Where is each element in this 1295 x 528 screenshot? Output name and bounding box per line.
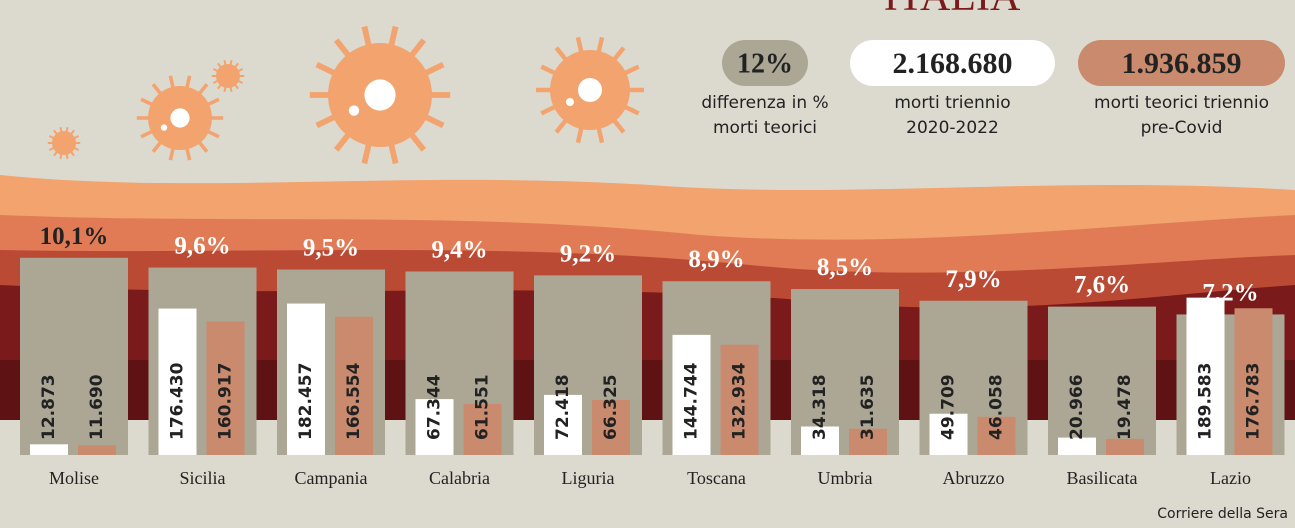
- category-label: Sicilia: [180, 468, 226, 488]
- category-label: Abruzzo: [943, 468, 1005, 488]
- category-label: Calabria: [429, 468, 490, 488]
- value-label: 176.783: [1244, 363, 1264, 440]
- value-label: 19.478: [1115, 374, 1135, 440]
- value-label: 189.583: [1196, 363, 1216, 440]
- value-label: 20.966: [1067, 374, 1087, 440]
- summary-text: differenza in %: [701, 93, 828, 113]
- virus-icon: [212, 60, 244, 92]
- value-label: 67.344: [425, 374, 445, 440]
- virus-body: [52, 131, 76, 155]
- category-label: Toscana: [687, 468, 746, 488]
- category-label: Liguria: [562, 468, 615, 488]
- value-label: 132.934: [730, 362, 750, 440]
- category-label: Umbria: [818, 468, 873, 488]
- percent-label: 7,6%: [1074, 272, 1130, 299]
- virus-dot: [364, 79, 395, 110]
- bar: [30, 444, 68, 455]
- value-label: 46.058: [987, 374, 1007, 440]
- legend-label: morti teorici triennio: [1094, 93, 1269, 113]
- category-label: Lazio: [1210, 468, 1251, 488]
- page: {"chart_data":{"type":"bar","title":"ITA…: [0, 0, 1295, 528]
- virus-dot: [578, 78, 602, 102]
- legend-label: 2020-2022: [906, 118, 999, 138]
- percent-label: 8,5%: [817, 254, 873, 281]
- value-label: 166.554: [344, 362, 364, 440]
- value-label: 66.325: [601, 374, 621, 440]
- percent-label: 9,5%: [303, 235, 359, 262]
- value-label: 61.551: [473, 374, 493, 440]
- percent-label: 9,4%: [431, 236, 487, 263]
- series-total: 1.936.859: [1122, 47, 1242, 80]
- title: ITALIA: [884, 0, 1021, 20]
- percent-label: 10,1%: [40, 223, 109, 250]
- value-label: 144.744: [682, 362, 702, 440]
- virus-dot: [170, 108, 189, 127]
- virus-body: [216, 64, 240, 88]
- category-label: Molise: [49, 468, 99, 488]
- value-label: 176.430: [168, 362, 188, 440]
- bar: [1106, 439, 1144, 455]
- region-panel: [20, 258, 128, 455]
- category-label: Campania: [295, 468, 368, 488]
- category-label: Basilicata: [1067, 468, 1138, 488]
- virus-icon: [536, 37, 644, 142]
- percent-label: 8,9%: [688, 246, 744, 273]
- region-panel: [1048, 307, 1156, 455]
- legend-label: morti triennio: [894, 93, 1010, 113]
- value-label: 160.917: [216, 363, 236, 440]
- percent-label: 9,2%: [560, 240, 616, 267]
- virus-icon: [48, 127, 80, 159]
- value-label: 182.457: [296, 363, 316, 440]
- series-total: 2.168.680: [893, 47, 1013, 80]
- summary-value: 12%: [737, 48, 793, 79]
- virus-dot: [566, 98, 574, 106]
- virus-icon: [137, 76, 223, 160]
- chart: ITALIA 12% differenza in % morti teorici…: [0, 0, 1295, 528]
- bar: [78, 445, 116, 455]
- virus-icon: [310, 27, 450, 164]
- value-label: 49.709: [939, 374, 959, 440]
- value-label: 12.873: [39, 374, 59, 440]
- value-label: 11.690: [87, 374, 107, 440]
- legend-label: pre-Covid: [1141, 118, 1223, 138]
- percent-label: 7,9%: [945, 266, 1001, 293]
- summary-text: morti teorici: [713, 118, 817, 138]
- virus-dot: [161, 124, 167, 130]
- source: Corriere della Sera: [1157, 506, 1288, 522]
- percent-label: 9,6%: [174, 233, 230, 260]
- value-label: 31.635: [858, 374, 878, 440]
- value-label: 72.418: [553, 374, 573, 440]
- value-label: 34.318: [810, 374, 830, 440]
- virus-dot: [349, 105, 359, 115]
